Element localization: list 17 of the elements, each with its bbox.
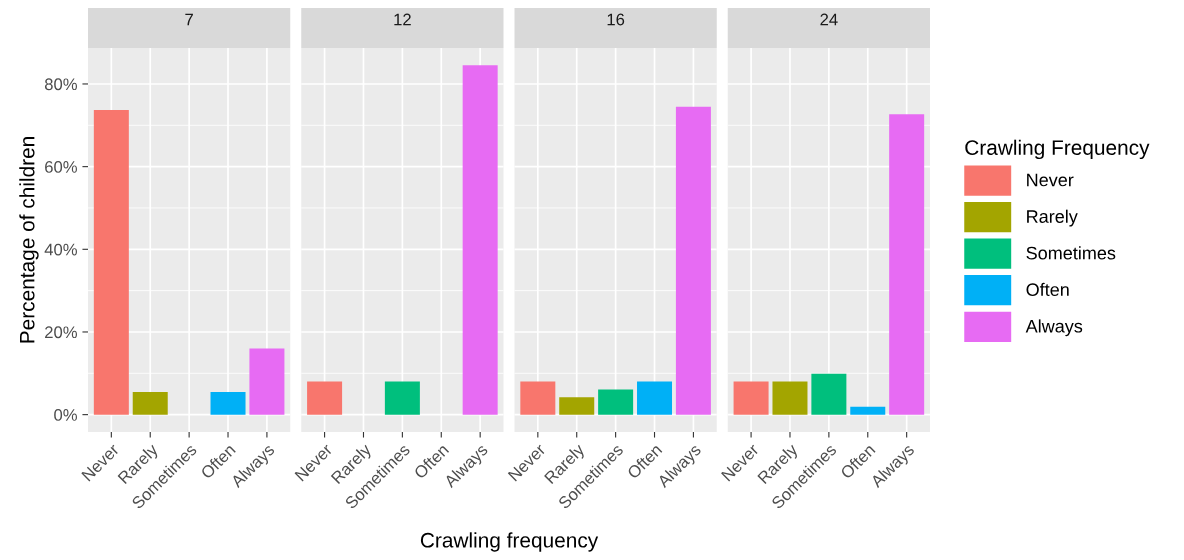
legend-label: Often: [1026, 282, 1069, 297]
y-tick-label: 0%: [54, 409, 77, 421]
y-tick-label: 40%: [44, 243, 77, 256]
legend-label: Sometimes: [1026, 246, 1116, 260]
y-tick-label: 20%: [45, 326, 77, 339]
y-tick-label: 80%: [44, 78, 77, 91]
y-tick-label: 60%: [45, 161, 77, 173]
y-axis-title: Percentage of children: [19, 137, 39, 343]
legend-title: Crawling Frequency: [965, 139, 1150, 160]
chart-title: 24: [820, 13, 838, 26]
legend-label: Rarely: [1027, 209, 1078, 227]
chart-title: 16: [607, 13, 625, 26]
x-axis-title: Crawling frequency: [420, 532, 599, 552]
legend-label: Never: [1027, 173, 1074, 187]
chart-title: 7: [185, 13, 193, 26]
chart-title: 12: [394, 13, 411, 26]
legend-label: Always: [1025, 319, 1083, 337]
